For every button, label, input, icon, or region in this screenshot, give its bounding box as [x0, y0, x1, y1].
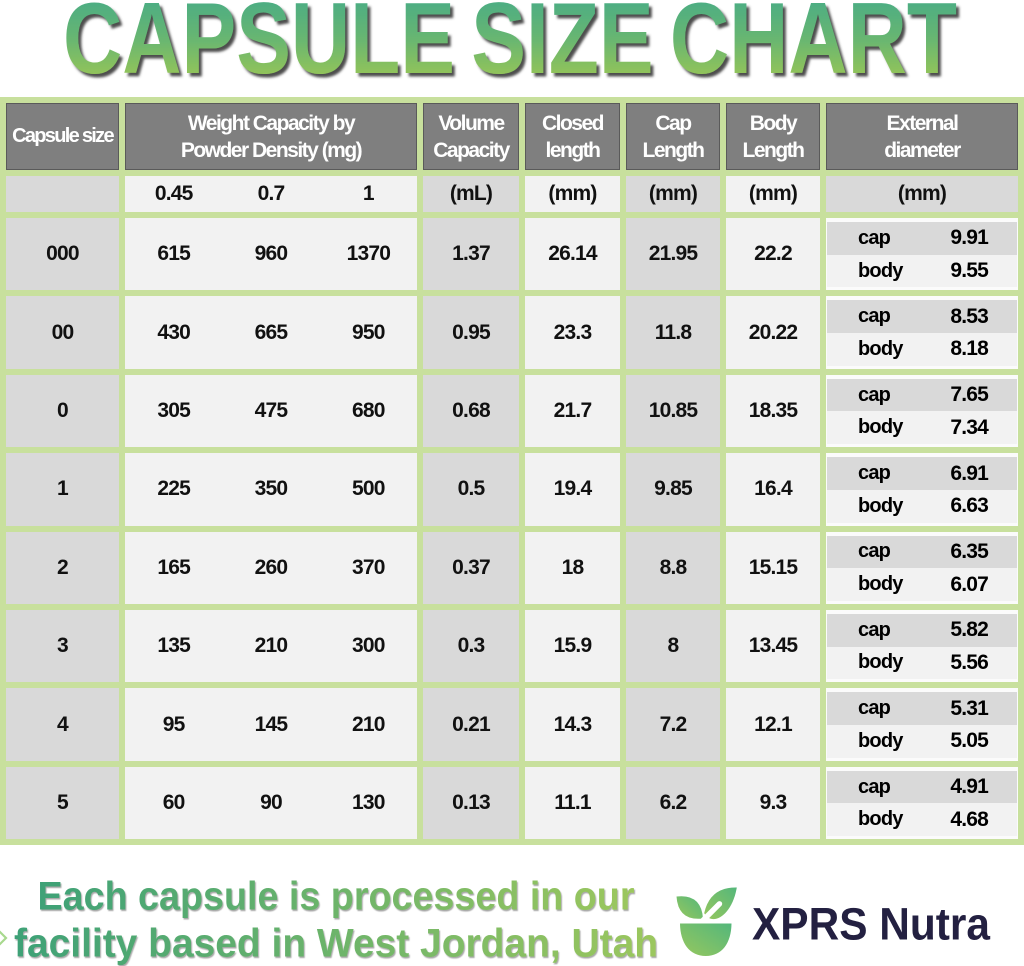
svg-text:Each capsule is processed in o: Each capsule is processed in our [38, 875, 635, 919]
svg-text:CAPSULE SIZE CHART: CAPSULE SIZE CHART [63, 0, 957, 95]
svg-text:facility based in West Jordan,: facility based in West Jordan, Utah [14, 922, 658, 966]
svg-text:XPRS Nutra: XPRS Nutra [752, 899, 991, 950]
